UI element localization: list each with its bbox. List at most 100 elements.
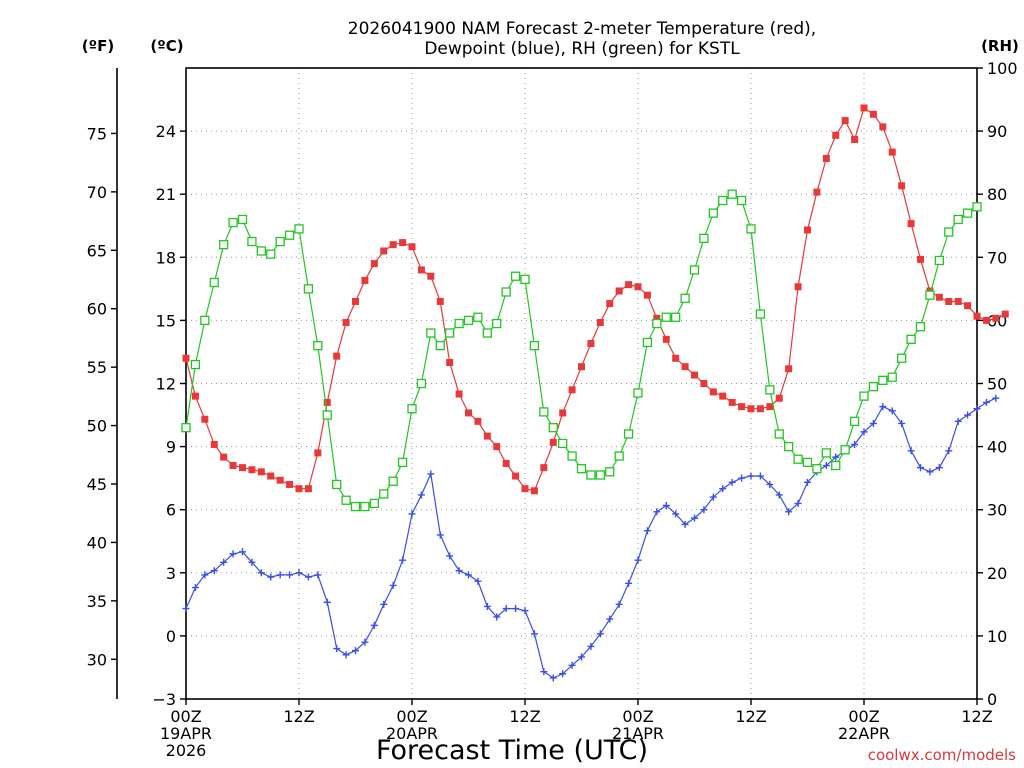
- rh-point: [332, 479, 342, 490]
- rh-point: [623, 429, 634, 439]
- celsius-tick-label: 6: [166, 501, 176, 520]
- temperature-point: [578, 363, 585, 371]
- rh-point: [567, 451, 577, 461]
- rh-point: [915, 322, 926, 332]
- rh-point: [680, 293, 690, 303]
- temperature-point: [559, 409, 567, 417]
- dewpoint-point: [220, 558, 228, 566]
- dewpoint-point: [728, 478, 736, 486]
- celsius-unit-label: (ºC): [150, 37, 183, 55]
- fahrenheit-tick-label: 65: [87, 241, 107, 260]
- rh-point: [605, 467, 615, 477]
- rh-point: [849, 416, 860, 427]
- temperature-point: [342, 319, 350, 327]
- rh-point: [426, 328, 436, 338]
- dewpoint-point: [267, 573, 275, 581]
- dewpoint-point: [512, 605, 520, 613]
- rh-point: [736, 195, 747, 206]
- rh-point: [821, 448, 831, 458]
- dewpoint-point: [191, 584, 199, 592]
- rh-tick-label: 90: [987, 122, 1007, 141]
- fahrenheit-tick-label: 60: [87, 300, 107, 319]
- dewpoint-point: [417, 491, 425, 499]
- rh-point: [614, 451, 624, 461]
- rh-point: [925, 290, 935, 300]
- dewpoint-point: [709, 493, 717, 501]
- temperature-point: [681, 363, 689, 371]
- temperature-point: [370, 260, 378, 268]
- dewpoint-point: [229, 550, 237, 558]
- temperature-point: [333, 352, 341, 360]
- rh-point: [784, 441, 794, 452]
- rh-point: [576, 464, 587, 474]
- rh-point: [708, 208, 718, 218]
- rh-point: [322, 410, 332, 420]
- dewpoint-point: [917, 464, 924, 472]
- x-tick-label: 2026: [166, 741, 207, 760]
- dewpoint-point: [596, 630, 604, 638]
- fahrenheit-tick-label: 75: [87, 124, 107, 143]
- temperature-point: [399, 239, 407, 247]
- temperature-point: [191, 392, 199, 400]
- rh-point: [953, 214, 963, 225]
- temperature-point: [474, 417, 482, 425]
- dewpoint-point: [427, 470, 435, 478]
- dewpoint-point: [389, 581, 397, 589]
- rh-point: [755, 309, 766, 319]
- dewpoint-point: [446, 552, 454, 560]
- celsius-tick-label: 15: [156, 311, 176, 330]
- rh-point: [181, 423, 191, 433]
- temperature-point: [851, 136, 859, 144]
- temperature-point: [615, 287, 623, 295]
- rh-point: [237, 214, 248, 225]
- temperature-point: [427, 272, 435, 280]
- dewpoint-point: [465, 571, 472, 579]
- rh-point: [209, 277, 219, 288]
- rh-point: [360, 501, 370, 512]
- temperature-point: [973, 312, 981, 320]
- dewpoint-point: [625, 579, 633, 587]
- rh-point: [878, 375, 888, 385]
- dewpoint-point: [615, 600, 623, 608]
- rh-point: [275, 236, 285, 247]
- temperature-point: [267, 472, 275, 480]
- temperature-point: [917, 255, 924, 263]
- temperature-point: [982, 316, 990, 324]
- rh-point: [463, 315, 474, 326]
- temperature-point: [276, 476, 284, 484]
- temperature-point: [361, 276, 369, 284]
- rh-point: [397, 457, 408, 468]
- dewpoint-point: [521, 607, 529, 615]
- rh-point: [718, 195, 728, 206]
- rh-point: [671, 312, 681, 322]
- dewpoint-point: [879, 403, 887, 411]
- x-tick-label: 00Z: [396, 707, 427, 726]
- dewpoint-point: [483, 602, 491, 610]
- x-tick-label: 12Z: [961, 707, 992, 726]
- dewpoint-point: [785, 508, 793, 516]
- temperature-point: [709, 388, 717, 396]
- x-tick-label: 12Z: [283, 707, 314, 726]
- dewpoint-point: [474, 577, 482, 585]
- dewpoint-point: [964, 411, 972, 419]
- credit-link[interactable]: coolwx.com/models: [868, 746, 1016, 764]
- rh-point: [906, 334, 916, 344]
- rh-tick-label: 30: [987, 501, 1007, 520]
- temperature-point: [220, 453, 228, 461]
- dewpoint-point: [606, 615, 614, 623]
- dewpoint-point: [992, 394, 1000, 402]
- celsius-tick-label: 3: [166, 564, 176, 583]
- dewpoint-line: [185, 397, 997, 679]
- rh-point: [190, 359, 201, 370]
- rh-point: [284, 230, 295, 240]
- celsius-tick-label: 0: [166, 627, 176, 646]
- rh-point: [266, 249, 276, 259]
- fahrenheit-tick-label: 55: [87, 358, 107, 377]
- dewpoint-point: [973, 405, 981, 413]
- rh-point: [774, 429, 784, 439]
- rh-point: [482, 328, 492, 338]
- rh-point: [633, 388, 643, 398]
- rh-point: [689, 265, 700, 275]
- temperature-point: [323, 398, 331, 406]
